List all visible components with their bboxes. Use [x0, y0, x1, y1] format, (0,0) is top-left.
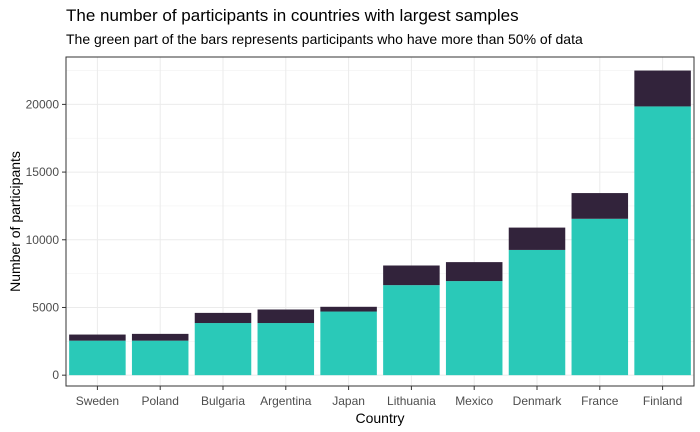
- bar-segment-over-50pct: [320, 311, 377, 376]
- bar-segment-remaining: [194, 312, 252, 324]
- x-tick-label: Argentina: [260, 394, 312, 408]
- bar-segment-over-50pct: [69, 340, 126, 376]
- chart-subtitle: The green part of the bars represents pa…: [66, 31, 583, 47]
- bar-segment-over-50pct: [194, 323, 252, 376]
- bar-segment-over-50pct: [571, 218, 629, 376]
- bar-segment-remaining: [383, 265, 440, 286]
- x-tick-label: Finland: [643, 394, 682, 408]
- x-tick-label: Sweden: [76, 394, 119, 408]
- y-axis-ticks: 0 5000 10000 15000 20000: [26, 97, 66, 382]
- y-tick-label: 20000: [26, 97, 60, 111]
- bar-segment-remaining: [320, 306, 377, 312]
- y-tick-label: 0: [52, 368, 59, 382]
- bars: [69, 70, 691, 376]
- panel-border: [65, 56, 695, 387]
- bar-segment-over-50pct: [257, 323, 315, 376]
- bar-segment-over-50pct: [445, 281, 503, 376]
- x-axis-ticks: Sweden Poland Bulgaria Argentina Japan Lithua…: [76, 386, 682, 408]
- bar-segment-over-50pct: [131, 340, 189, 376]
- chart-title: The number of participants in countries …: [66, 6, 519, 25]
- x-tick-label: Poland: [142, 394, 179, 408]
- bar-segment-remaining: [257, 309, 315, 324]
- bar-segment-remaining: [508, 227, 566, 250]
- x-tick-label: France: [581, 394, 619, 408]
- bar-segment-remaining: [445, 262, 503, 282]
- x-tick-label: Lithuania: [387, 394, 436, 408]
- x-tick-label: Bulgaria: [201, 394, 245, 408]
- bar-segment-over-50pct: [508, 249, 566, 376]
- y-axis-title: Number of participants: [7, 151, 23, 292]
- x-axis-title: Country: [355, 410, 404, 426]
- bar-segment-remaining: [131, 333, 189, 341]
- bar-segment-over-50pct: [383, 285, 440, 376]
- y-tick-label: 5000: [32, 300, 59, 314]
- y-tick-label: 15000: [26, 165, 60, 179]
- x-tick-label: Denmark: [513, 394, 563, 408]
- x-tick-label: Japan: [332, 394, 365, 408]
- x-tick-label: Mexico: [455, 394, 493, 408]
- bar-segment-remaining: [571, 193, 629, 219]
- y-tick-label: 10000: [26, 233, 60, 247]
- bar-segment-over-50pct: [634, 106, 691, 376]
- bar-segment-remaining: [69, 334, 126, 341]
- bar-segment-remaining: [634, 70, 691, 107]
